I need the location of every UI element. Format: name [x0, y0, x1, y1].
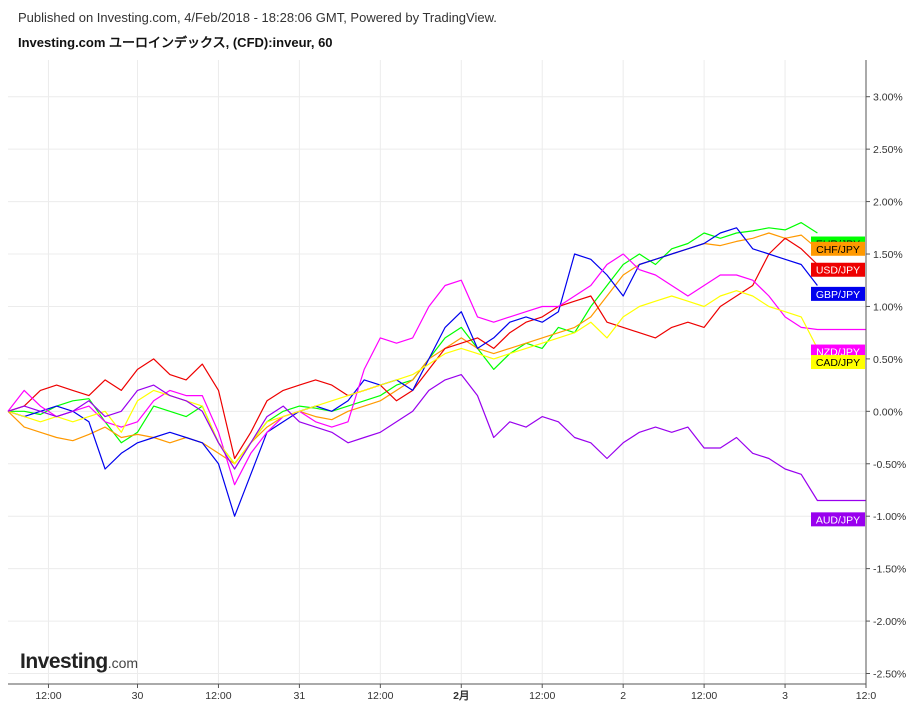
series-label-usd-jpy: USD/JPY: [811, 262, 865, 277]
x-tick-label: 2月: [453, 690, 469, 702]
series-label-text: CHF/JPY: [816, 244, 860, 256]
x-tick-label: 30: [132, 690, 144, 702]
x-tick-label: 12:0: [856, 690, 877, 702]
series-line-usd-jpy: [7, 237, 818, 460]
y-tick-label: -1.50%: [873, 564, 906, 576]
chart-title: Investing.com ユーロインデックス, (CFD):inveur, 6…: [18, 35, 333, 50]
y-tick-label: 2.50%: [873, 144, 903, 156]
y-tick-label: -2.50%: [873, 669, 906, 681]
y-tick-label: 3.00%: [873, 92, 903, 104]
y-tick-label: 0.00%: [873, 406, 903, 418]
x-tick-label: 12:00: [367, 690, 393, 702]
series-label-box: [811, 355, 865, 370]
x-tick-label: 12:00: [529, 690, 555, 702]
y-tick-label: 1.50%: [873, 249, 903, 261]
logo-suffix: .com: [107, 655, 139, 671]
series-line-eur-jpy: [8, 222, 818, 465]
published-note: Published on Investing.com, 4/Feb/2018 -…: [18, 10, 497, 25]
y-tick-label: -1.00%: [873, 511, 906, 523]
x-tick-label: 3: [782, 690, 788, 702]
x-tick-label: 2: [620, 690, 626, 702]
series-line-cad-jpy: [7, 290, 818, 465]
series-labels: EUR/JPYCHF/JPYUSD/JPYGBP/JPYNZD/JPYCAD/J…: [811, 236, 865, 527]
series-label-text: USD/JPY: [816, 265, 860, 277]
series-label-box: [811, 262, 865, 277]
x-tick-label: 31: [294, 690, 306, 702]
x-tick-label: 12:00: [691, 690, 717, 702]
series-label-text: AUD/JPY: [816, 514, 860, 526]
logo-brand: Investing: [20, 650, 108, 673]
series-line-gbp-jpy: [7, 227, 818, 517]
series-label-box: [811, 286, 865, 301]
y-tick-label: 0.50%: [873, 354, 903, 366]
series-label-text: CAD/JPY: [816, 357, 860, 369]
axes: 3.00% 2.50% 2.00% 1.50% 1.00% 0.50% 0.00% -0.50…: [8, 60, 906, 702]
series-line-chf-jpy: [7, 232, 818, 465]
series-lines: [7, 222, 866, 517]
y-tick-label: -2.00%: [873, 616, 906, 628]
series-label-box: [811, 241, 865, 256]
series-label-box: [811, 512, 865, 527]
series-label-gbp-jpy: GBP/JPY: [811, 286, 865, 301]
series-line-aud-jpy: [7, 374, 866, 502]
x-tick-label: 12:00: [205, 690, 231, 702]
series-line-nzd-jpy: [7, 253, 866, 486]
y-tick-label: -0.50%: [873, 459, 906, 471]
investing-logo: Investing.com: [20, 650, 138, 674]
y-tick-label: 2.00%: [873, 197, 903, 209]
series-label-text: GBP/JPY: [816, 289, 860, 301]
series-label-aud-jpy: AUD/JPY: [811, 512, 865, 527]
series-label-cad-jpy: CAD/JPY: [811, 355, 865, 370]
y-tick-label: 1.00%: [873, 301, 903, 313]
series-label-chf-jpy: CHF/JPY: [811, 241, 865, 256]
x-tick-label: 12:00: [35, 690, 61, 702]
grid-lines: [8, 60, 867, 684]
